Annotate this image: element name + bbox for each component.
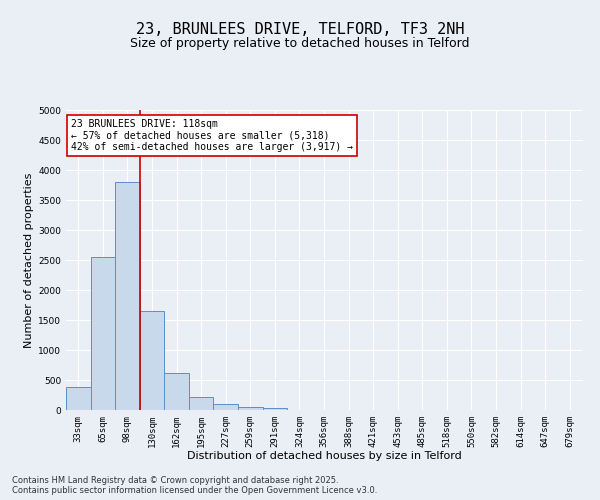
Bar — [66, 386, 91, 410]
X-axis label: Distribution of detached houses by size in Telford: Distribution of detached houses by size … — [187, 452, 461, 462]
Bar — [263, 408, 287, 410]
Bar — [140, 311, 164, 410]
Bar — [91, 257, 115, 410]
Text: Contains HM Land Registry data © Crown copyright and database right 2025.
Contai: Contains HM Land Registry data © Crown c… — [12, 476, 377, 495]
Bar — [115, 182, 140, 410]
Text: 23 BRUNLEES DRIVE: 118sqm
← 57% of detached houses are smaller (5,318)
42% of se: 23 BRUNLEES DRIVE: 118sqm ← 57% of detac… — [71, 119, 353, 152]
Text: 23, BRUNLEES DRIVE, TELFORD, TF3 2NH: 23, BRUNLEES DRIVE, TELFORD, TF3 2NH — [136, 22, 464, 38]
Bar — [238, 406, 263, 410]
Bar — [214, 404, 238, 410]
Y-axis label: Number of detached properties: Number of detached properties — [24, 172, 34, 348]
Bar — [164, 373, 189, 410]
Text: Size of property relative to detached houses in Telford: Size of property relative to detached ho… — [130, 38, 470, 51]
Bar — [189, 397, 214, 410]
